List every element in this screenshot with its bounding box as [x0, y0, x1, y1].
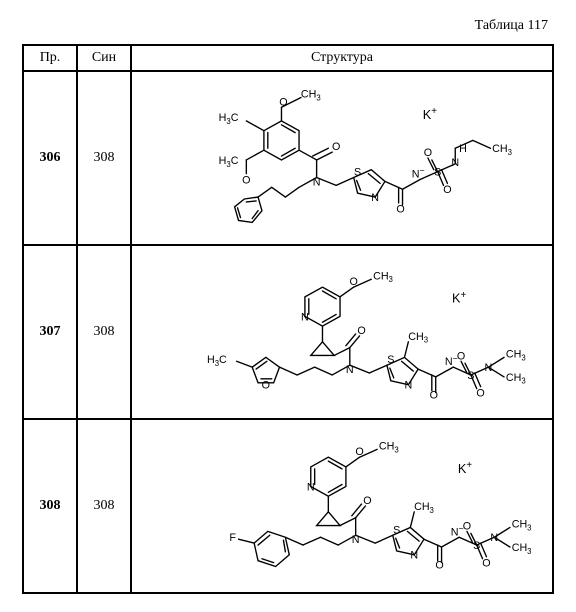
svg-text:O: O	[457, 350, 465, 362]
svg-text:N: N	[313, 176, 321, 188]
structure-308: N O CH3 O N F S N CH3 O N− S O O N CH3 C…	[134, 424, 550, 588]
svg-text:CH3: CH3	[414, 501, 434, 515]
svg-text:CH3: CH3	[492, 143, 512, 157]
svg-text:K+: K+	[423, 106, 437, 122]
cell-pr: 307	[23, 245, 77, 419]
svg-text:O: O	[435, 559, 443, 571]
svg-text:O: O	[262, 380, 270, 392]
svg-text:N−: N−	[445, 353, 458, 368]
svg-text:CH3: CH3	[506, 372, 526, 386]
svg-text:N: N	[485, 362, 493, 374]
svg-text:O: O	[443, 184, 451, 196]
svg-text:O: O	[355, 446, 363, 458]
table-caption: Таблица 117	[22, 18, 554, 34]
cell-sin: 308	[77, 71, 131, 245]
structure-307: N O CH3 O N O H3C S N CH3 O N− S O O N C…	[134, 250, 550, 414]
svg-text:N: N	[490, 532, 498, 544]
table-row: 306 308	[23, 71, 553, 245]
cell-pr: 308	[23, 419, 77, 593]
svg-text:N: N	[405, 380, 413, 392]
svg-text:S: S	[393, 524, 400, 536]
svg-text:O: O	[430, 389, 438, 401]
svg-text:CH3: CH3	[506, 348, 526, 362]
svg-text:S: S	[387, 354, 394, 366]
svg-text:H: H	[459, 143, 467, 155]
svg-text:O: O	[357, 325, 365, 337]
svg-text:H3C: H3C	[207, 354, 227, 368]
svg-text:S: S	[467, 370, 474, 382]
cell-structure: N O CH3 O N F S N CH3 O N− S O O N CH3 C…	[131, 419, 553, 593]
svg-text:CH3: CH3	[512, 518, 532, 532]
svg-text:CH3: CH3	[373, 270, 393, 284]
structure-306: O CH3 H3C H3C O O N S N O N− S O O N H C…	[134, 76, 550, 240]
table-row: 307 308	[23, 245, 553, 419]
svg-text:O: O	[424, 147, 432, 159]
svg-text:CH3: CH3	[408, 331, 428, 345]
svg-text:H3C: H3C	[219, 112, 239, 126]
svg-text:CH3: CH3	[512, 542, 532, 556]
svg-text:K+: K+	[452, 290, 466, 306]
col-header-pr: Пр.	[23, 45, 77, 71]
compound-table: Пр. Син Структура 306 308	[22, 44, 554, 594]
cell-sin: 308	[77, 245, 131, 419]
svg-text:K+: K+	[458, 460, 472, 476]
svg-text:N: N	[301, 311, 309, 323]
svg-text:N: N	[410, 550, 418, 562]
svg-text:S: S	[354, 167, 361, 179]
col-header-sin: Син	[77, 45, 131, 71]
table-header-row: Пр. Син Структура	[23, 45, 553, 71]
svg-text:N−: N−	[451, 523, 464, 538]
svg-text:S: S	[473, 540, 480, 552]
svg-text:O: O	[396, 204, 404, 216]
svg-text:S: S	[434, 167, 441, 179]
svg-text:CH3: CH3	[379, 440, 399, 454]
svg-text:N: N	[451, 157, 459, 169]
svg-text:O: O	[482, 558, 490, 570]
svg-text:N: N	[346, 364, 354, 376]
svg-text:N: N	[307, 481, 315, 493]
table-row: 308 308	[23, 419, 553, 593]
svg-text:O: O	[476, 387, 484, 399]
svg-text:CH3: CH3	[301, 88, 321, 102]
cell-structure: O CH3 H3C H3C O O N S N O N− S O O N H C…	[131, 71, 553, 245]
col-header-struct: Структура	[131, 45, 553, 71]
svg-text:O: O	[363, 495, 371, 507]
cell-pr: 306	[23, 71, 77, 245]
svg-text:O: O	[332, 141, 340, 153]
svg-text:N: N	[352, 534, 360, 546]
svg-text:O: O	[463, 520, 471, 532]
svg-text:O: O	[242, 174, 250, 186]
svg-text:H3C: H3C	[219, 155, 239, 169]
cell-sin: 308	[77, 419, 131, 593]
svg-text:F: F	[229, 532, 236, 544]
svg-text:N: N	[371, 192, 379, 204]
svg-text:O: O	[279, 96, 287, 108]
svg-text:O: O	[350, 276, 358, 288]
cell-structure: N O CH3 O N O H3C S N CH3 O N− S O O N C…	[131, 245, 553, 419]
